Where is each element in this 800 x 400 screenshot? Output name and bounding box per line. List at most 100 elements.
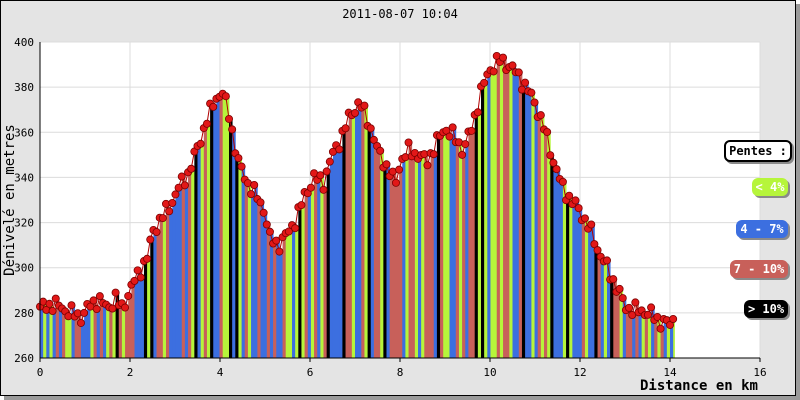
slope-bar	[528, 91, 532, 358]
slope-bar	[49, 303, 53, 358]
slope-bar	[402, 158, 406, 358]
slope-bar	[156, 232, 161, 358]
elevation-point	[146, 235, 155, 244]
slope-bar	[112, 308, 116, 358]
tick-labels: 0 2 4 6 8 10 12 14 16 260 280 300 320 340 360 380 400	[14, 36, 767, 379]
elevation-point	[297, 201, 306, 210]
slope-bar	[436, 135, 441, 358]
slope-bar	[197, 146, 202, 358]
slope-bar	[326, 171, 331, 358]
elevation-point	[643, 310, 652, 319]
slope-bar	[569, 195, 573, 358]
elevation-point	[366, 124, 375, 133]
slope-bar	[506, 69, 510, 358]
slope-bar	[361, 107, 365, 358]
elevation-point	[171, 190, 180, 199]
slope-bar	[87, 303, 91, 358]
y-tick-label: 300	[14, 262, 34, 275]
elevation-point	[467, 126, 476, 135]
slope-bar	[625, 310, 630, 358]
slope-bar	[137, 270, 142, 358]
legend-item-gt-10: > 10%	[744, 300, 788, 318]
slope-bar	[544, 129, 548, 358]
slope-bar	[584, 218, 589, 358]
elevation-point	[369, 135, 378, 144]
elevation-point	[228, 125, 237, 134]
slope-bar	[418, 158, 422, 358]
slope-bar	[414, 152, 419, 358]
elevation-point	[647, 303, 656, 312]
slope-bar	[219, 96, 224, 359]
slope-bar	[641, 310, 646, 358]
elevation-point	[121, 303, 130, 312]
slope-bar	[566, 200, 570, 358]
slope-bar	[547, 131, 551, 358]
elevation-point	[202, 119, 211, 128]
slope-bar	[600, 256, 605, 358]
slope-bar	[559, 178, 564, 358]
elevation-point	[527, 88, 536, 97]
slope-bar	[74, 316, 79, 358]
slope-bar	[178, 187, 183, 358]
slope-bar	[295, 228, 299, 358]
elevation-point	[152, 228, 161, 237]
slope-bar	[603, 261, 608, 358]
slope-bar	[370, 128, 375, 358]
slope-bar	[660, 328, 665, 358]
slope-bar	[503, 57, 507, 358]
elevation-point	[89, 296, 98, 305]
elevation-point	[404, 138, 413, 147]
elevation-point	[250, 180, 259, 189]
elevation-point	[499, 53, 508, 62]
slope-bar	[181, 176, 186, 358]
elevation-point	[209, 102, 218, 111]
slope-bar	[389, 176, 394, 358]
elevation-point	[143, 254, 152, 263]
slope-bar	[339, 149, 343, 358]
slope-bar	[232, 129, 236, 358]
slope-bar	[647, 314, 652, 358]
elevation-point	[291, 224, 300, 233]
x-tick-label: 16	[753, 366, 766, 379]
slope-bar	[323, 189, 328, 358]
slope-bar	[462, 154, 466, 358]
elevation-point	[306, 183, 315, 192]
slope-bar	[594, 244, 598, 358]
slope-bar	[509, 67, 513, 359]
x-axis-label: Distance en km	[640, 378, 758, 394]
elevation-point	[565, 191, 574, 200]
slope-bars	[40, 55, 675, 359]
y-tick-label: 380	[14, 81, 34, 94]
slope-bar	[550, 155, 554, 358]
elevation-point	[458, 150, 467, 159]
slope-bar	[408, 142, 413, 358]
slope-bar	[93, 300, 98, 358]
slope-bar	[348, 112, 353, 358]
slope-bar	[490, 70, 494, 359]
slope-bar	[175, 194, 179, 358]
slope-bar	[452, 127, 457, 358]
elevation-point	[587, 220, 596, 229]
slope-bar	[166, 203, 170, 358]
elevation-point	[615, 284, 624, 293]
slope-bar	[446, 130, 450, 358]
slope-bar	[238, 158, 242, 358]
slope-bar	[638, 312, 643, 358]
slope-bar	[266, 224, 271, 358]
slope-bar	[147, 258, 151, 358]
elevation-point	[224, 114, 233, 123]
elevation-point	[341, 124, 350, 133]
slope-bar	[581, 220, 586, 358]
elevation-point	[319, 185, 328, 194]
slope-bar	[298, 207, 302, 358]
slope-bar	[310, 187, 315, 358]
slope-bar	[40, 306, 44, 358]
slope-bar	[367, 125, 372, 358]
slope-bar	[433, 154, 438, 358]
slope-bar	[607, 260, 611, 358]
slope-bar	[68, 316, 72, 358]
slope-bar	[515, 72, 520, 358]
elevation-point	[284, 227, 293, 236]
slope-bar	[562, 181, 567, 358]
slope-bar	[635, 302, 639, 358]
